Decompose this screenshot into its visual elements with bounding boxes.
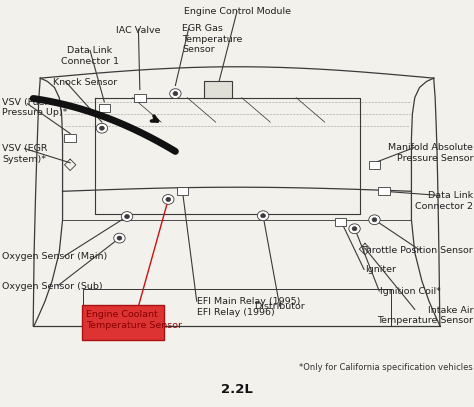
Circle shape xyxy=(372,218,377,222)
FancyBboxPatch shape xyxy=(82,305,164,340)
Circle shape xyxy=(166,197,171,201)
Text: EFI Main Relay (1995)
EFI Relay (1996): EFI Main Relay (1995) EFI Relay (1996) xyxy=(197,297,300,317)
Circle shape xyxy=(100,126,104,130)
Circle shape xyxy=(96,123,108,133)
Bar xyxy=(99,104,110,112)
Bar xyxy=(378,187,390,195)
Bar xyxy=(335,218,346,226)
Bar xyxy=(134,94,146,102)
Text: Distributor: Distributor xyxy=(254,302,305,311)
Bar xyxy=(177,187,188,195)
Text: Engine Control Module: Engine Control Module xyxy=(183,7,291,16)
Circle shape xyxy=(257,211,269,221)
Circle shape xyxy=(170,89,181,98)
Text: Oxygen Sensor (Main): Oxygen Sensor (Main) xyxy=(2,252,108,261)
Circle shape xyxy=(352,227,357,231)
Bar xyxy=(64,134,76,142)
Text: 2.2L: 2.2L xyxy=(221,383,253,396)
Text: Data Link
Connector 2: Data Link Connector 2 xyxy=(415,191,473,211)
Text: *Only for California specification vehicles: *Only for California specification vehic… xyxy=(299,363,473,372)
Text: EGR Gas
Temperature
Sensor: EGR Gas Temperature Sensor xyxy=(182,24,243,54)
Text: Data Link
Connector 1: Data Link Connector 1 xyxy=(61,46,119,66)
Text: Intake Air
Temperature Sensor: Intake Air Temperature Sensor xyxy=(377,306,473,326)
Text: Knock Sensor: Knock Sensor xyxy=(53,78,118,87)
Bar xyxy=(83,289,391,326)
Text: Engine Coolant
Temperature Sensor: Engine Coolant Temperature Sensor xyxy=(86,310,182,330)
Text: Throttle Position Sensor: Throttle Position Sensor xyxy=(360,246,473,255)
Bar xyxy=(204,81,232,98)
Text: Ignition Coil*: Ignition Coil* xyxy=(380,287,441,296)
Circle shape xyxy=(125,214,129,219)
Circle shape xyxy=(349,224,360,234)
Text: VSV (Fuel
Pressure Up)*: VSV (Fuel Pressure Up)* xyxy=(2,98,68,117)
Circle shape xyxy=(117,236,122,240)
Bar xyxy=(369,161,380,169)
Circle shape xyxy=(121,212,133,221)
Circle shape xyxy=(114,233,125,243)
Text: Igniter: Igniter xyxy=(365,265,396,274)
Circle shape xyxy=(261,214,265,218)
Text: IAC Valve: IAC Valve xyxy=(116,26,161,35)
Circle shape xyxy=(369,215,380,225)
Circle shape xyxy=(173,92,178,96)
Text: VSV (EGR
System)*: VSV (EGR System)* xyxy=(2,144,48,164)
Text: Manifold Absolute
Pressure Sensor: Manifold Absolute Pressure Sensor xyxy=(388,143,473,163)
Text: Oxygen Sensor (Sub): Oxygen Sensor (Sub) xyxy=(2,282,103,291)
Circle shape xyxy=(163,195,174,204)
